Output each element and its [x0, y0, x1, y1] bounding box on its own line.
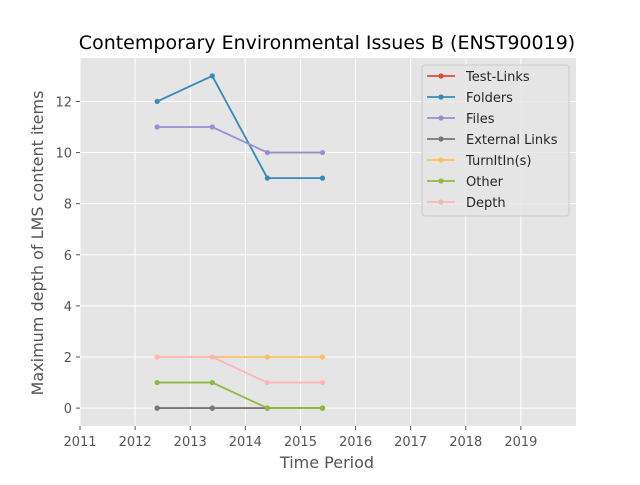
- data-point-folders: [154, 98, 160, 105]
- legend-swatch-marker: [438, 178, 444, 184]
- series-line-depth: [157, 356, 323, 384]
- series-line-other: [157, 381, 323, 410]
- legend-label: External Links: [466, 133, 558, 148]
- legend-swatch-marker: [438, 73, 444, 79]
- y-tick-label: 12: [55, 95, 72, 110]
- series-layer: [154, 73, 326, 411]
- data-point-folders: [209, 73, 215, 79]
- data-point-external-links: [154, 405, 160, 411]
- chart-title: Contemporary Environmental Issues B (ENS…: [79, 32, 575, 54]
- data-point-folders: [319, 175, 326, 181]
- legend-item-files: Files: [427, 112, 495, 127]
- data-point-other: [154, 379, 160, 386]
- series-folders: [154, 73, 326, 181]
- data-point-depth: [319, 379, 326, 386]
- legend-label: Test-Links: [465, 70, 530, 85]
- data-point-files: [264, 149, 270, 156]
- x-tick-label: 2018: [449, 435, 482, 450]
- legend-swatch-marker: [438, 136, 444, 142]
- x-tick-label: 2012: [119, 435, 152, 450]
- series-line-files: [157, 126, 323, 154]
- data-point-turnitin-s: [264, 354, 270, 360]
- x-tick-label: 2015: [284, 435, 317, 450]
- legend-swatch-marker: [438, 199, 444, 205]
- data-point-other: [319, 405, 326, 411]
- x-axis-label: Time Period: [279, 453, 374, 472]
- data-point-files: [154, 124, 160, 130]
- legend-item-depth: Depth: [427, 196, 506, 211]
- x-tick-label: 2014: [229, 435, 262, 450]
- legend-item-other: Other: [427, 175, 504, 190]
- legend-label: TurnItIn(s): [465, 154, 531, 169]
- legend-label: Other: [466, 175, 504, 190]
- y-tick-label: 10: [55, 147, 72, 162]
- data-point-files: [319, 149, 326, 156]
- y-tick-label: 2: [64, 351, 72, 366]
- legend-label: Folders: [466, 91, 513, 106]
- x-tick-label: 2017: [394, 435, 427, 450]
- legend-label: Depth: [466, 196, 506, 211]
- y-axis-label: Maximum depth of LMS content items: [28, 91, 47, 396]
- legend-label: Files: [466, 112, 495, 127]
- series-depth: [154, 354, 326, 386]
- series-other: [154, 379, 326, 411]
- data-point-depth: [209, 354, 215, 360]
- legend-box: [421, 64, 570, 217]
- series-files: [154, 124, 326, 156]
- x-tick-label: 2019: [504, 435, 537, 450]
- x-tick-label: 2016: [339, 435, 372, 450]
- data-point-other: [264, 405, 270, 411]
- x-tick-label: 2013: [174, 435, 207, 450]
- data-point-other: [209, 379, 215, 386]
- data-point-folders: [264, 175, 270, 181]
- legend-item-turnitin-s: TurnItIn(s): [427, 154, 531, 169]
- data-point-depth: [154, 354, 160, 360]
- series-line-folders: [156, 74, 323, 180]
- y-tick-label: 6: [64, 249, 72, 264]
- legend-item-test-links: Test-Links: [427, 70, 530, 85]
- x-tick-label: 2011: [63, 435, 96, 450]
- y-tick-label: 0: [64, 402, 72, 417]
- data-point-depth: [264, 379, 270, 386]
- data-point-files: [209, 124, 215, 130]
- legend-swatch-marker: [438, 157, 444, 163]
- legend-item-external-links: External Links: [427, 133, 558, 148]
- legend-swatch-marker: [438, 115, 444, 121]
- y-tick-label: 4: [64, 300, 72, 315]
- legend-item-folders: Folders: [427, 91, 513, 106]
- data-point-external-links: [209, 405, 215, 411]
- ticks: 2011 2012 2013 2014 2015 2016 2017 2018 2019 0 2 4 6…: [55, 95, 537, 450]
- data-point-turnitin-s: [319, 354, 326, 360]
- legend: Test-Links Folders Files External Links Turn…: [421, 64, 570, 217]
- legend-swatch-marker: [438, 94, 444, 100]
- y-tick-label: 8: [64, 198, 72, 213]
